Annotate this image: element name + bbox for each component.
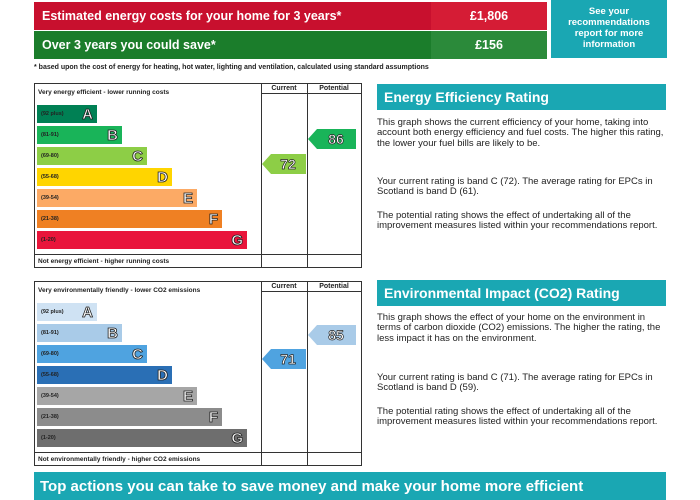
savings-label: Over 3 years you could save* [42,38,216,52]
env-band-letter: D [157,366,169,384]
energy-potential-header: Potential [319,85,349,92]
top-actions-banner: Top actions you can take to save money a… [34,472,666,500]
env-band-range: (81-91) [41,330,59,336]
energy-top-label: Very energy efficient - lower running co… [38,89,170,96]
env-band-d: (55-68) D [37,366,172,384]
energy-paragraph-3: The potential rating shows the effect of… [377,210,658,232]
env-band-c: (69-80) C [37,345,147,363]
energy-band-range: (1-20) [41,237,56,243]
env-band-range: (92 plus) [41,309,64,315]
environmental-impact-chart: Current Potential Very environmentally f… [34,281,362,466]
energy-section-title: Energy Efficiency Rating [377,84,666,110]
energy-band-b: (81-91) B [37,126,122,144]
env-paragraph-1: This graph shows the effect of your home… [377,312,661,344]
env-paragraph-3: The potential rating shows the effect of… [377,406,658,428]
env-band-range: (1-20) [41,435,56,441]
energy-band-range: (69-80) [41,153,59,159]
energy-potential-arrow: 86 [308,129,356,149]
env-current-header: Current [271,283,297,290]
savings-value: £156 [431,31,547,59]
energy-band-letter: B [107,126,119,144]
env-band-letter: G [231,429,243,447]
energy-band-range: (92 plus) [41,111,64,117]
energy-band-c: (69-80) C [37,147,147,165]
env-current-arrow: 71 [262,349,306,369]
energy-band-e: (39-54) E [37,189,197,207]
env-band-letter: C [132,345,144,363]
energy-band-range: (21-38) [41,216,59,222]
energy-band-letter: F [208,210,218,228]
env-potential-header: Potential [319,283,349,290]
env-band-range: (55-68) [41,372,59,378]
env-band-letter: E [182,387,194,405]
env-top-label: Very environmentally friendly - lower CO… [38,287,201,294]
env-band-letter: B [107,324,119,342]
env-band-range: (21-38) [41,414,59,420]
env-section-title-text: Environmental Impact (CO2) Rating [384,285,620,301]
energy-band-f: (21-38) F [37,210,222,228]
env-band-e: (39-54) E [37,387,197,405]
env-section-title: Environmental Impact (CO2) Rating [377,280,666,306]
energy-band-letter: C [132,147,144,165]
energy-current-arrow: 72 [262,154,306,174]
energy-band-a: (92 plus) A [37,105,97,123]
see-recommendations-link[interactable]: See your recommendations report for more… [551,0,667,58]
energy-paragraph-1: This graph shows the current efficiency … [377,117,664,149]
energy-band-letter: E [182,189,194,207]
energy-bottom-label: Not energy efficient - higher running co… [38,258,170,265]
energy-band-range: (55-68) [41,174,59,180]
env-bottom-label: Not environmentally friendly - higher CO… [38,456,201,463]
energy-efficiency-chart: Current Potential Very energy efficient … [34,83,362,268]
env-band-range: (39-54) [41,393,59,399]
env-band-a: (92 plus) A [37,303,97,321]
estimated-costs-row: Estimated energy costs for your home for… [34,2,547,30]
energy-current-header: Current [271,85,297,92]
env-band-f: (21-38) F [37,408,222,426]
energy-band-g: (1-20) G [37,231,247,249]
env-band-g: (1-20) G [37,429,247,447]
env-band-range: (69-80) [41,351,59,357]
env-band-letter: F [208,408,218,426]
estimated-costs-value: £1,806 [431,2,547,30]
cost-footnote: * based upon the cost of energy for heat… [34,64,429,71]
energy-band-letter: G [231,231,243,249]
energy-band-letter: A [82,105,94,123]
env-band-letter: A [82,303,94,321]
energy-band-letter: D [157,168,169,186]
energy-band-range: (39-54) [41,195,59,201]
energy-band-range: (81-91) [41,132,59,138]
env-potential-arrow: 85 [308,325,356,345]
savings-row: Over 3 years you could save* £156 [34,31,547,59]
env-paragraph-2: Your current rating is band C (71). The … [377,372,653,394]
env-band-b: (81-91) B [37,324,122,342]
estimated-costs-label: Estimated energy costs for your home for… [42,9,342,23]
energy-band-d: (55-68) D [37,168,172,186]
energy-paragraph-2: Your current rating is band C (72). The … [377,176,653,198]
